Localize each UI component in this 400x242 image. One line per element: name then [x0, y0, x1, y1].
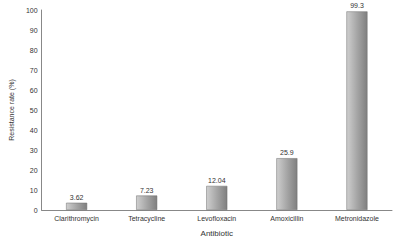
svg-text:80: 80: [30, 47, 38, 54]
svg-text:Metronidazole: Metronidazole: [335, 215, 379, 222]
svg-text:Tetracycline: Tetracycline: [128, 215, 165, 223]
svg-text:Resistance rate (%): Resistance rate (%): [8, 79, 16, 140]
svg-text:0: 0: [34, 207, 38, 214]
svg-text:Antibiotic: Antibiotic: [201, 229, 233, 238]
svg-text:90: 90: [30, 27, 38, 34]
svg-text:10: 10: [30, 187, 38, 194]
svg-text:50: 50: [30, 107, 38, 114]
svg-text:20: 20: [30, 167, 38, 174]
svg-text:Amoxicillin: Amoxicillin: [270, 215, 303, 222]
svg-text:12.04: 12.04: [208, 177, 226, 184]
svg-text:70: 70: [30, 67, 38, 74]
svg-text:100: 100: [26, 7, 38, 14]
svg-text:25.9: 25.9: [280, 149, 294, 156]
svg-text:40: 40: [30, 127, 38, 134]
svg-text:3.62: 3.62: [70, 194, 84, 201]
svg-text:7.23: 7.23: [140, 187, 154, 194]
svg-text:60: 60: [30, 87, 38, 94]
svg-text:Levofloxacin: Levofloxacin: [197, 215, 236, 222]
svg-text:30: 30: [30, 147, 38, 154]
svg-text:99.3: 99.3: [350, 2, 364, 9]
svg-text:Clarithromycin: Clarithromycin: [54, 215, 99, 223]
